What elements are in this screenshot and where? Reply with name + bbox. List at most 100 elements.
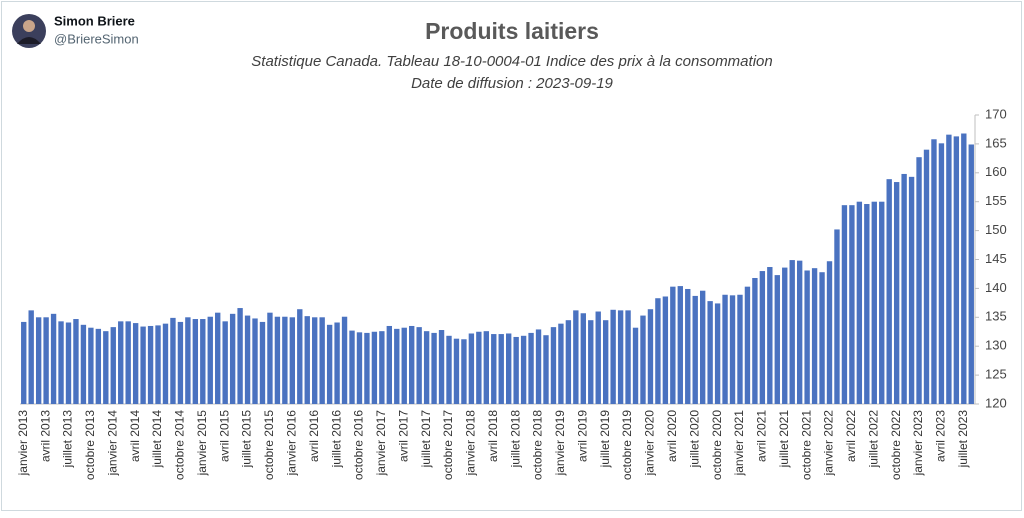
- x-tick-label: avril 2018: [486, 410, 500, 462]
- bar: [468, 333, 475, 404]
- bar: [364, 332, 370, 404]
- bar: [229, 313, 236, 404]
- bar: [110, 327, 116, 404]
- x-tick-label: juillet 2022: [866, 410, 880, 469]
- bar: [632, 327, 639, 404]
- bar: [550, 327, 557, 404]
- bar: [789, 260, 795, 404]
- bar: [528, 332, 534, 404]
- bar: [520, 335, 527, 404]
- bar: [804, 270, 810, 404]
- bar: [259, 321, 266, 404]
- bar: [819, 272, 825, 404]
- bar: [879, 201, 885, 404]
- bar: [893, 182, 900, 404]
- bar: [282, 316, 288, 404]
- y-tick-label: 130: [985, 338, 1007, 353]
- bar: [140, 326, 146, 404]
- x-tick-label: janvier 2018: [464, 410, 478, 477]
- x-tick-label: octobre 2017: [441, 410, 455, 480]
- x-tick-label: juillet 2013: [61, 410, 75, 469]
- bar: [125, 321, 131, 404]
- bar: [103, 331, 109, 404]
- bar: [849, 205, 855, 404]
- bar: [767, 267, 773, 404]
- bar: [752, 277, 758, 404]
- bar: [953, 136, 960, 405]
- bar: [267, 312, 273, 404]
- x-tick-label: avril 2020: [665, 410, 679, 462]
- bar: [95, 328, 102, 404]
- x-tick-label: avril 2021: [755, 410, 769, 462]
- x-tick-label: juillet 2015: [240, 410, 254, 469]
- bar: [923, 149, 930, 404]
- user-handle[interactable]: @BriereSimon: [54, 31, 139, 46]
- bar: [961, 133, 967, 404]
- bar: [491, 334, 497, 404]
- bar: [461, 339, 467, 404]
- bar: [88, 327, 94, 404]
- x-tick-label: octobre 2015: [262, 410, 276, 480]
- y-tick-label: 140: [985, 280, 1007, 295]
- bar: [513, 336, 519, 404]
- bar: [774, 275, 780, 404]
- x-tick-label: janvier 2023: [911, 410, 925, 477]
- bar: [535, 329, 542, 404]
- bar: [446, 335, 452, 404]
- x-tick-label: janvier 2019: [553, 410, 567, 477]
- x-tick-label: juillet 2018: [508, 410, 522, 469]
- bar: [21, 321, 27, 404]
- bar: [371, 331, 378, 404]
- bar: [565, 320, 572, 404]
- bar: [43, 317, 49, 404]
- bar: [744, 286, 751, 404]
- bar: [215, 312, 221, 404]
- bar: [834, 229, 840, 404]
- bar: [147, 325, 154, 404]
- bar: [737, 294, 743, 404]
- x-tick-label: octobre 2016: [352, 410, 366, 480]
- bar: [841, 205, 848, 404]
- bar: [916, 157, 922, 404]
- chart-subtitle: Date de diffusion : 2023-09-19: [411, 75, 613, 92]
- bar: [349, 330, 355, 404]
- bar: [655, 298, 661, 404]
- bar: [438, 330, 445, 404]
- y-tick-label: 135: [985, 309, 1007, 324]
- bar: [811, 268, 818, 404]
- bar: [50, 313, 57, 404]
- bar: [506, 333, 512, 404]
- bar: [908, 176, 915, 404]
- x-tick-label: avril 2016: [307, 410, 321, 462]
- bar: [685, 288, 691, 404]
- bar: [312, 317, 318, 404]
- bar: [729, 295, 736, 404]
- avatar-face: [23, 20, 35, 32]
- x-tick-label: juillet 2017: [419, 410, 433, 469]
- bar: [647, 309, 654, 404]
- bar: [707, 301, 713, 404]
- x-tick-label: avril 2014: [128, 410, 142, 462]
- bar: [864, 204, 870, 404]
- bar: [244, 315, 251, 404]
- x-tick-label: octobre 2022: [889, 410, 903, 480]
- bar: [483, 331, 489, 404]
- avatar-body: [17, 37, 41, 44]
- chart-subtitle: Statistique Canada. Tableau 18-10-0004-0…: [251, 53, 772, 70]
- x-tick-label: avril 2023: [934, 410, 948, 462]
- y-tick-label: 120: [985, 395, 1007, 410]
- user-name[interactable]: Simon Briere: [54, 13, 135, 28]
- x-tick-label: avril 2017: [396, 410, 410, 462]
- bar: [692, 295, 698, 404]
- bar: [28, 310, 34, 404]
- x-tick-label: avril 2015: [217, 410, 231, 462]
- x-tick-label: octobre 2021: [799, 410, 813, 480]
- bar: [73, 319, 79, 404]
- bar: [543, 335, 549, 404]
- x-tick-label: octobre 2014: [173, 410, 187, 480]
- bar: [640, 315, 646, 404]
- bar: [796, 260, 803, 404]
- x-tick-label: juillet 2016: [329, 410, 343, 469]
- bar: [409, 325, 415, 404]
